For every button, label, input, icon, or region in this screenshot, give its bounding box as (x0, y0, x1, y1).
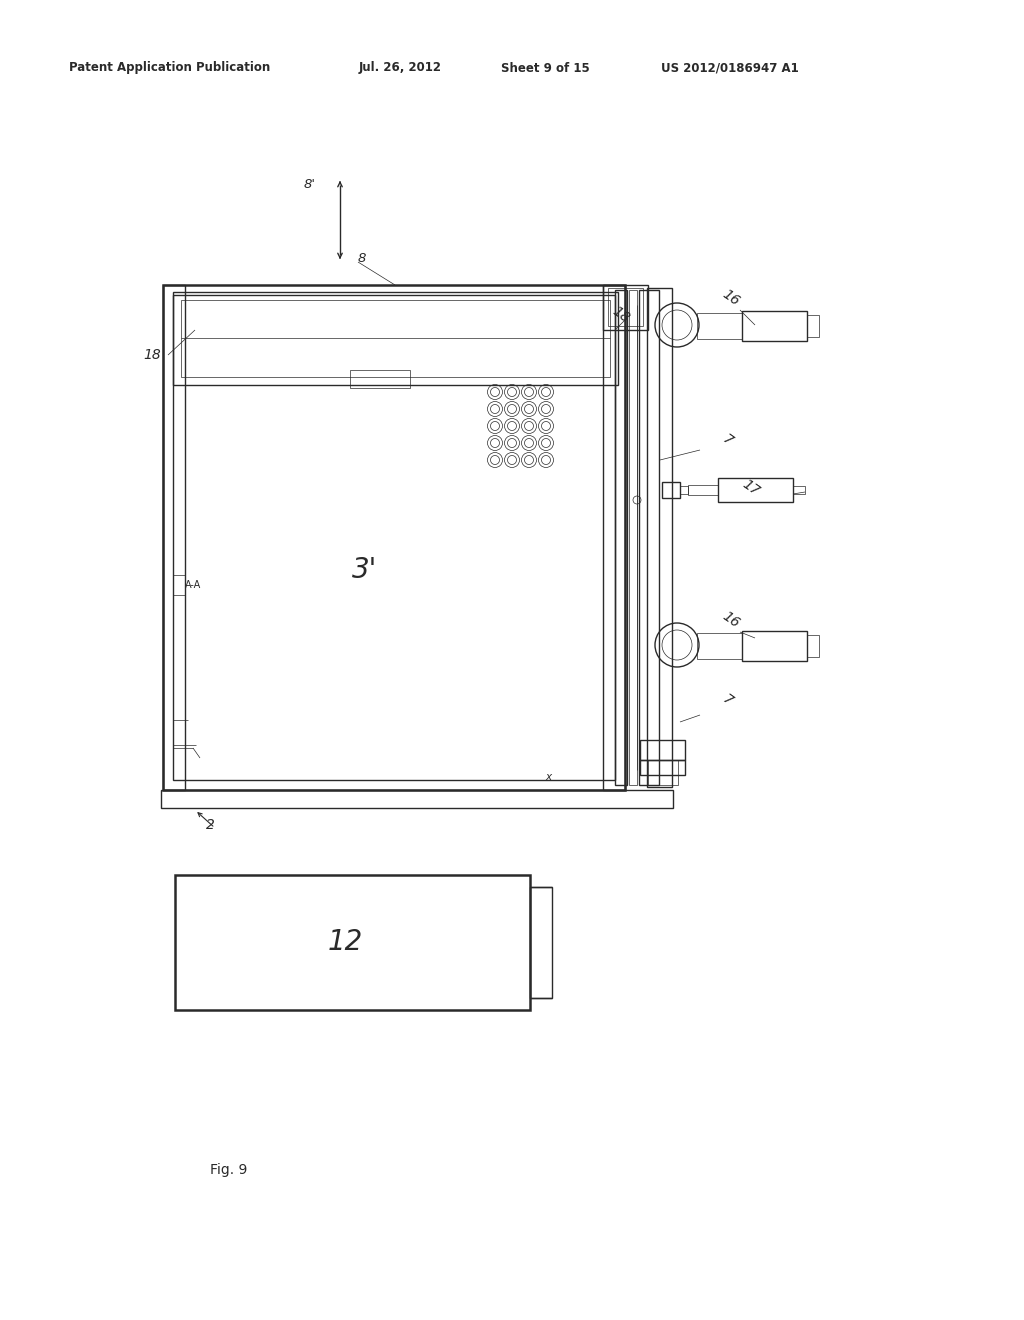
Bar (647, 288, 672, 787)
Text: Fig. 9: Fig. 9 (210, 1163, 248, 1177)
Text: 7: 7 (720, 432, 735, 449)
Bar (173, 294, 615, 780)
Bar (697, 313, 742, 339)
Bar (807, 635, 819, 657)
Bar (640, 741, 685, 760)
Bar (161, 789, 673, 808)
Text: 2: 2 (206, 818, 214, 832)
Bar (603, 285, 625, 789)
Text: Jul. 26, 2012: Jul. 26, 2012 (358, 62, 441, 74)
Bar (608, 288, 643, 326)
Text: 8': 8' (304, 178, 316, 191)
Text: 16: 16 (720, 288, 742, 309)
Text: 17: 17 (740, 477, 763, 499)
Bar (639, 290, 659, 785)
Bar (629, 290, 637, 785)
Text: 7: 7 (720, 692, 735, 709)
Bar (680, 486, 688, 494)
Text: 18: 18 (143, 348, 161, 362)
Bar (173, 292, 618, 385)
Bar (793, 486, 805, 494)
Bar (718, 478, 793, 502)
Text: 12: 12 (328, 928, 362, 956)
Text: US 2012/0186947 A1: US 2012/0186947 A1 (662, 62, 799, 74)
Bar (163, 285, 625, 789)
Bar (163, 285, 185, 789)
Bar (640, 760, 685, 775)
Text: 18: 18 (610, 304, 633, 326)
Bar (648, 760, 678, 785)
Bar (603, 285, 648, 330)
Text: 8: 8 (358, 252, 367, 264)
Text: A-A: A-A (185, 579, 202, 590)
Bar (181, 300, 610, 378)
Text: 3': 3' (352, 556, 378, 583)
Bar (615, 290, 627, 785)
Bar (688, 484, 718, 495)
Bar (697, 634, 742, 659)
Bar (530, 887, 552, 998)
Text: x: x (545, 772, 551, 781)
Bar (742, 631, 807, 661)
Bar (662, 482, 680, 498)
Bar (175, 875, 530, 1010)
Bar (742, 312, 807, 341)
Text: Patent Application Publication: Patent Application Publication (70, 62, 270, 74)
Text: 16: 16 (720, 609, 742, 631)
Bar (350, 370, 410, 388)
Bar (807, 315, 819, 337)
Text: Sheet 9 of 15: Sheet 9 of 15 (501, 62, 590, 74)
